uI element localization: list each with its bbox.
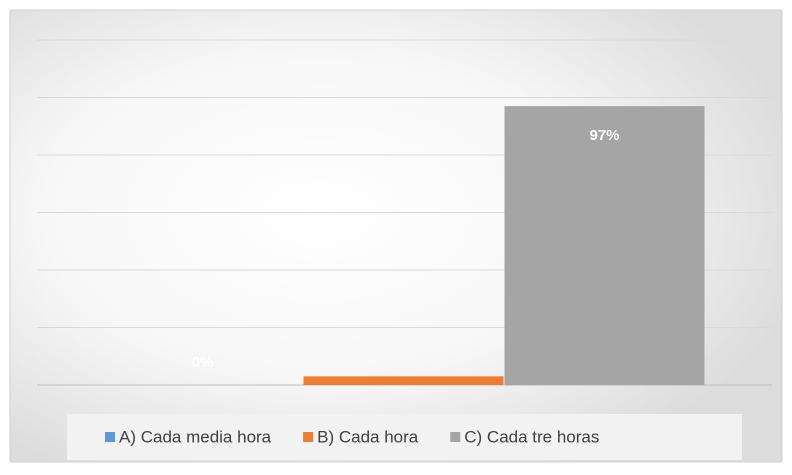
bar xyxy=(504,106,705,385)
legend-box xyxy=(67,414,742,460)
legend-label: B) Cada hora xyxy=(317,427,419,446)
data-label: 0% xyxy=(192,354,214,371)
legend-swatch xyxy=(303,432,314,442)
legend-swatch xyxy=(105,432,115,442)
legend-label: A) Cada media hora xyxy=(119,427,272,446)
bar xyxy=(303,376,504,385)
legend-label: C) Cada tre horas xyxy=(464,427,599,446)
legend-swatch xyxy=(450,432,461,442)
data-label: 97% xyxy=(589,127,619,144)
